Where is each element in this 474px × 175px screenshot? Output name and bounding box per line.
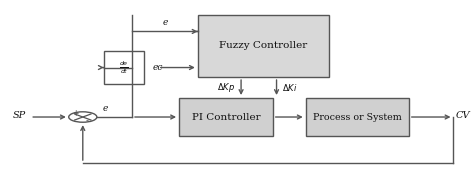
Text: $\frac{de}{dt}$: $\frac{de}{dt}$: [119, 59, 129, 76]
Text: +: +: [72, 109, 78, 118]
Text: SP: SP: [12, 111, 26, 120]
Text: CV: CV: [456, 111, 470, 120]
Text: PI Controller: PI Controller: [191, 113, 260, 121]
Text: Process or System: Process or System: [313, 113, 401, 121]
Text: -: -: [85, 116, 89, 125]
Text: $\Delta Ki$: $\Delta Ki$: [282, 82, 298, 93]
Text: ec: ec: [152, 63, 163, 72]
Bar: [198, 15, 329, 77]
Text: $\Delta Kp$: $\Delta Kp$: [217, 81, 236, 94]
Bar: [104, 51, 144, 84]
Bar: [306, 98, 409, 136]
Text: e: e: [103, 104, 108, 113]
Bar: [179, 98, 273, 136]
Text: Fuzzy Controller: Fuzzy Controller: [219, 41, 308, 50]
Circle shape: [69, 112, 97, 122]
Text: e: e: [162, 18, 168, 27]
